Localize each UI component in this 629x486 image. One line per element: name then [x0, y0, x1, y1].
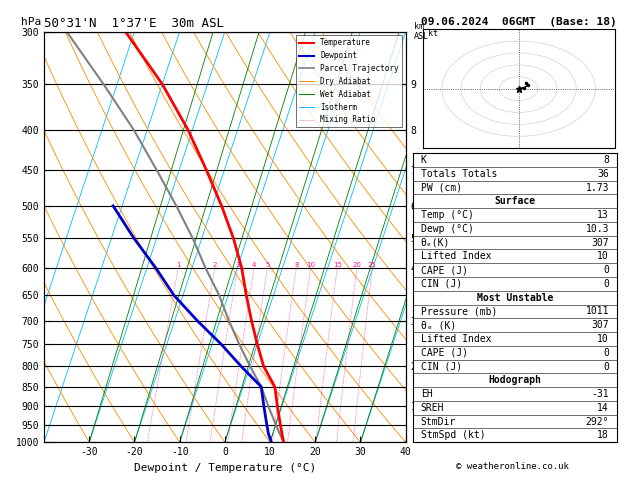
Text: CAPE (J): CAPE (J): [421, 348, 468, 358]
Text: EH: EH: [421, 389, 433, 399]
Text: StmSpd (kt): StmSpd (kt): [421, 431, 486, 440]
Text: 3: 3: [235, 262, 240, 268]
Text: θₑ(K): θₑ(K): [421, 238, 450, 247]
Text: K: K: [421, 155, 426, 165]
Text: 18: 18: [597, 431, 609, 440]
Text: 0: 0: [603, 279, 609, 289]
Text: IIII→: IIII→: [433, 93, 450, 102]
Text: Surface: Surface: [494, 196, 535, 206]
Text: 36: 36: [597, 169, 609, 179]
Text: StmDir: StmDir: [421, 417, 456, 427]
Legend: Temperature, Dewpoint, Parcel Trajectory, Dry Adiabat, Wet Adiabat, Isotherm, Mi: Temperature, Dewpoint, Parcel Trajectory…: [296, 35, 402, 127]
Text: 0: 0: [603, 265, 609, 275]
Text: Dewp (°C): Dewp (°C): [421, 224, 474, 234]
Text: Totals Totals: Totals Totals: [421, 169, 497, 179]
Text: Most Unstable: Most Unstable: [477, 293, 553, 303]
Y-axis label: km
ASL: km ASL: [433, 226, 450, 248]
Text: 8: 8: [294, 262, 299, 268]
Text: 14: 14: [597, 403, 609, 413]
Text: CIN (J): CIN (J): [421, 362, 462, 371]
Text: 25: 25: [368, 262, 377, 268]
Text: 09.06.2024  06GMT  (Base: 18): 09.06.2024 06GMT (Base: 18): [421, 17, 617, 27]
Text: 307: 307: [591, 320, 609, 330]
Text: LCL: LCL: [410, 424, 430, 433]
Text: Lifted Index: Lifted Index: [421, 251, 491, 261]
Text: 1.73: 1.73: [586, 183, 609, 192]
Text: 50°31'N  1°37'E  30m ASL: 50°31'N 1°37'E 30m ASL: [44, 17, 224, 31]
Text: 5: 5: [265, 262, 270, 268]
Text: 307: 307: [591, 238, 609, 247]
Text: 1: 1: [176, 262, 181, 268]
Text: 4: 4: [252, 262, 256, 268]
Text: 10: 10: [306, 262, 315, 268]
Text: 10: 10: [597, 334, 609, 344]
Text: 10: 10: [597, 251, 609, 261]
Text: km
ASL: km ASL: [414, 22, 429, 41]
X-axis label: Dewpoint / Temperature (°C): Dewpoint / Temperature (°C): [134, 463, 316, 473]
Text: Hodograph: Hodograph: [488, 375, 542, 385]
Text: 15: 15: [333, 262, 342, 268]
Text: 292°: 292°: [586, 417, 609, 427]
Text: CAPE (J): CAPE (J): [421, 265, 468, 275]
Text: 13: 13: [597, 210, 609, 220]
Text: Mixing Ratio (g/kg): Mixing Ratio (g/kg): [431, 181, 441, 293]
Text: hPa: hPa: [21, 17, 41, 28]
Text: 0: 0: [603, 348, 609, 358]
Text: 2: 2: [213, 262, 217, 268]
Text: 8: 8: [603, 155, 609, 165]
Text: 10.3: 10.3: [586, 224, 609, 234]
Text: © weatheronline.co.uk: © weatheronline.co.uk: [456, 462, 569, 471]
Text: PW (cm): PW (cm): [421, 183, 462, 192]
Text: 0: 0: [603, 362, 609, 371]
Text: SREH: SREH: [421, 403, 444, 413]
Text: Pressure (mb): Pressure (mb): [421, 307, 497, 316]
Text: CIN (J): CIN (J): [421, 279, 462, 289]
Text: 1011: 1011: [586, 307, 609, 316]
Text: kt: kt: [428, 29, 438, 38]
Text: θₑ (K): θₑ (K): [421, 320, 456, 330]
Text: Lifted Index: Lifted Index: [421, 334, 491, 344]
Text: 20: 20: [352, 262, 361, 268]
Text: -31: -31: [591, 389, 609, 399]
Text: Temp (°C): Temp (°C): [421, 210, 474, 220]
